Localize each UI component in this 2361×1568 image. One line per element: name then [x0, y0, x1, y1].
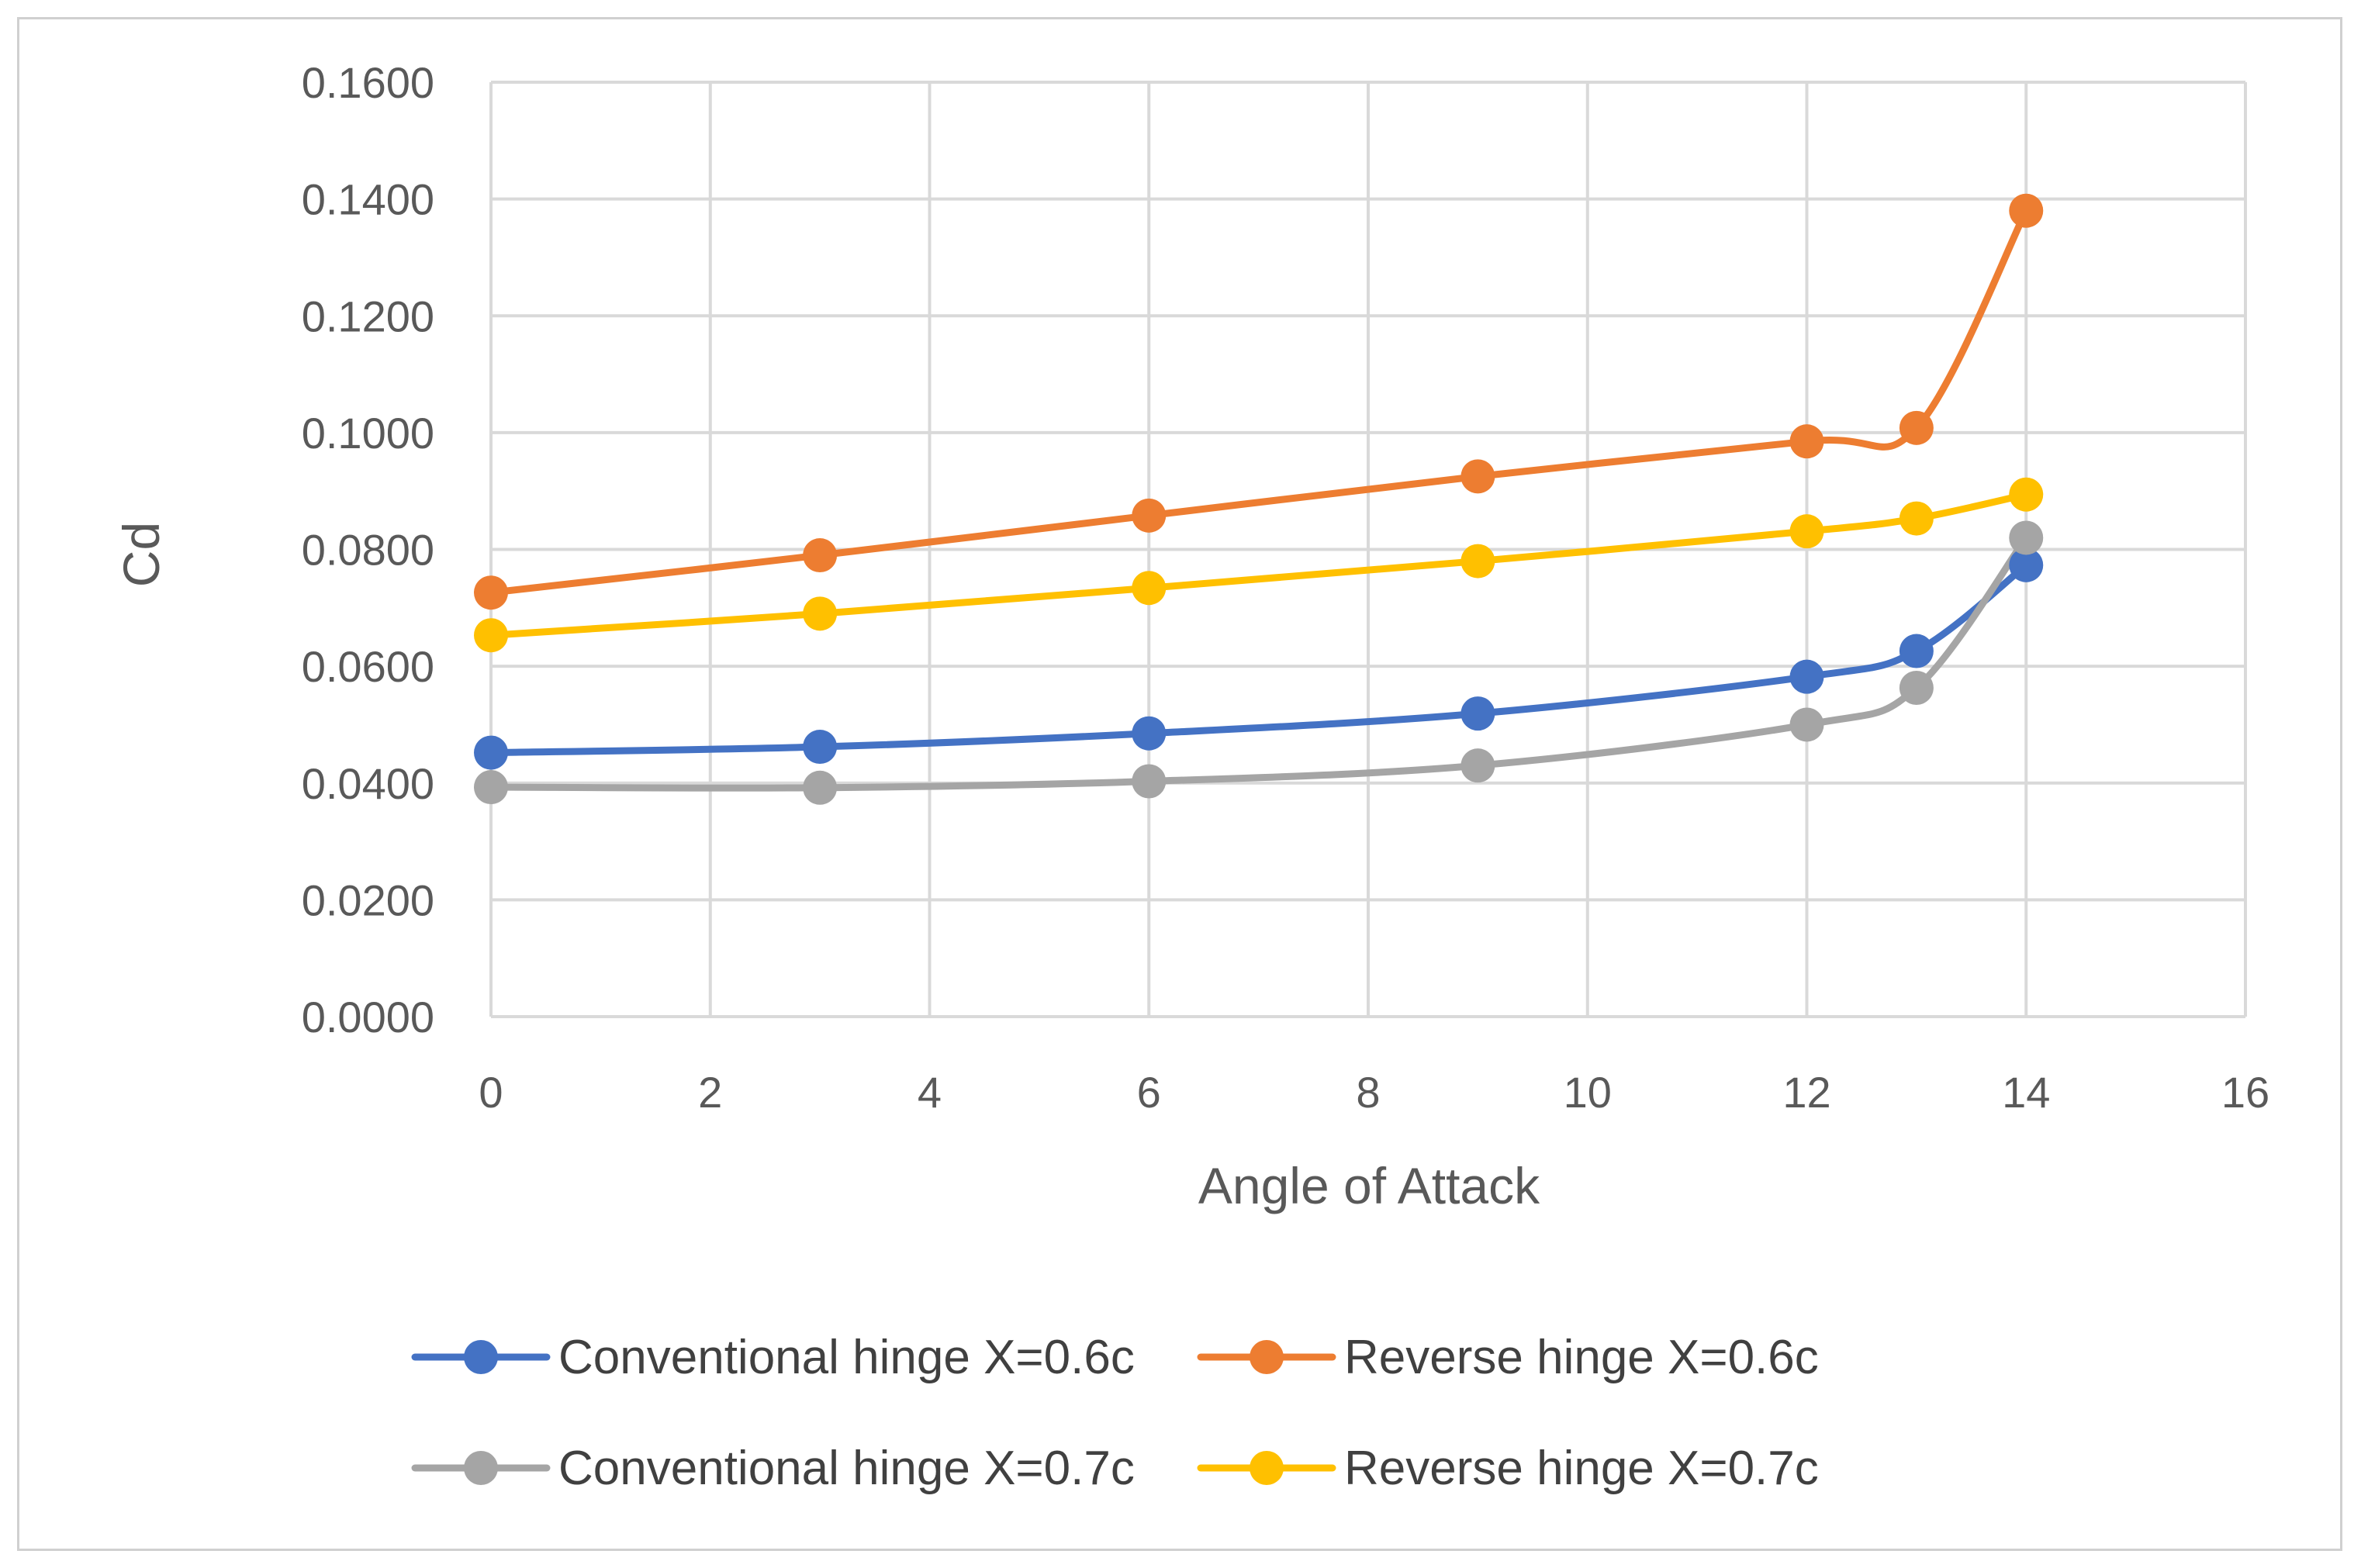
data-point-conventional-hinge-x-0-6c — [1461, 696, 1495, 731]
y-tick-label: 0.0400 — [302, 759, 434, 808]
data-point-reverse-hinge-x-0-7c — [2009, 477, 2044, 512]
x-tick-label: 12 — [1782, 1068, 1830, 1117]
legend-label: Reverse hinge X=0.7c — [1344, 1442, 1819, 1495]
series-line-reverse-hinge-x-0-7c — [487, 491, 2030, 639]
data-point-reverse-hinge-x-0-7c — [1132, 571, 1167, 606]
y-tick-label: 0.0800 — [302, 526, 434, 575]
data-point-conventional-hinge-x-0-6c — [1789, 659, 1824, 694]
data-point-reverse-hinge-x-0-6c — [1899, 410, 1934, 445]
x-tick-label: 8 — [1356, 1068, 1380, 1117]
legend-swatch-marker — [464, 1451, 498, 1485]
y-tick-label: 0.1400 — [302, 175, 434, 224]
data-point-conventional-hinge-x-0-7c — [1461, 748, 1495, 783]
data-point-conventional-hinge-x-0-6c — [2009, 547, 2044, 582]
x-tick-label: 2 — [698, 1068, 722, 1117]
x-tick-label: 14 — [2002, 1068, 2050, 1117]
legend-label: Conventional hinge X=0.7c — [558, 1442, 1135, 1495]
legend-label: Reverse hinge X=0.6c — [1344, 1331, 1819, 1384]
data-point-conventional-hinge-x-0-7c — [1132, 764, 1167, 799]
x-tick-label: 0 — [479, 1068, 503, 1117]
data-point-reverse-hinge-x-0-7c — [1461, 544, 1495, 579]
data-point-conventional-hinge-x-0-6c — [803, 730, 838, 765]
data-point-reverse-hinge-x-0-6c — [1789, 424, 1824, 459]
y-tick-label: 0.1600 — [302, 58, 434, 107]
data-point-reverse-hinge-x-0-6c — [1461, 459, 1495, 494]
data-point-reverse-hinge-x-0-7c — [1899, 501, 1934, 536]
y-tick-label: 0.0600 — [302, 642, 434, 691]
data-point-reverse-hinge-x-0-7c — [803, 596, 838, 631]
y-tick-label: 0.0000 — [302, 993, 434, 1041]
series-line-conventional-hinge-x-0-7c — [487, 534, 2030, 792]
series-lines — [487, 207, 2030, 792]
legend-item-conventional-hinge-x-0-7c: Conventional hinge X=0.7c — [411, 1442, 1135, 1495]
data-points — [474, 193, 2044, 805]
data-point-reverse-hinge-x-0-6c — [474, 575, 508, 610]
legend-swatch-marker — [464, 1340, 498, 1374]
legend-item-reverse-hinge-x-0-6c: Reverse hinge X=0.6c — [1197, 1331, 1819, 1384]
x-tick-label: 6 — [1137, 1068, 1161, 1117]
data-point-conventional-hinge-x-0-7c — [1789, 707, 1824, 742]
legend-swatch-marker — [1250, 1340, 1284, 1374]
data-point-reverse-hinge-x-0-6c — [803, 538, 838, 573]
tick-labels: 0.0000 0.0200 0.0400 0.0600 0.0800 0.1000 0.12… — [302, 58, 2269, 1117]
data-point-conventional-hinge-x-0-7c — [474, 770, 508, 805]
series-line-conventional-hinge-x-0-6c — [487, 561, 2030, 757]
data-point-conventional-hinge-x-0-6c — [1899, 634, 1934, 668]
x-axis-title: Angle of Attack — [1198, 1157, 1540, 1214]
y-tick-label: 0.1200 — [302, 292, 434, 340]
y-tick-label: 0.0200 — [302, 876, 434, 924]
legend-item-reverse-hinge-x-0-7c: Reverse hinge X=0.7c — [1197, 1442, 1819, 1495]
data-point-conventional-hinge-x-0-7c — [803, 770, 838, 805]
grid-lines — [489, 81, 2247, 1018]
data-point-conventional-hinge-x-0-6c — [1132, 716, 1167, 751]
x-tick-label: 10 — [1564, 1068, 1612, 1117]
data-point-conventional-hinge-x-0-7c — [2009, 520, 2044, 555]
data-point-reverse-hinge-x-0-6c — [2009, 193, 2044, 228]
x-tick-label: 4 — [918, 1068, 942, 1117]
legend: Conventional hinge X=0.6c Reverse hinge X… — [411, 1331, 1819, 1495]
y-tick-label: 0.1000 — [302, 409, 434, 458]
legend-label: Conventional hinge X=0.6c — [558, 1331, 1135, 1384]
data-point-reverse-hinge-x-0-6c — [1132, 498, 1167, 533]
legend-swatch-marker — [1250, 1451, 1284, 1485]
data-point-reverse-hinge-x-0-7c — [1789, 514, 1824, 549]
data-point-reverse-hinge-x-0-7c — [474, 618, 508, 653]
data-point-conventional-hinge-x-0-7c — [1899, 670, 1934, 705]
y-axis-title: Cd — [112, 522, 170, 587]
legend-item-conventional-hinge-x-0-6c: Conventional hinge X=0.6c — [411, 1331, 1135, 1384]
x-tick-label: 16 — [2221, 1068, 2269, 1117]
data-point-conventional-hinge-x-0-6c — [474, 735, 508, 770]
